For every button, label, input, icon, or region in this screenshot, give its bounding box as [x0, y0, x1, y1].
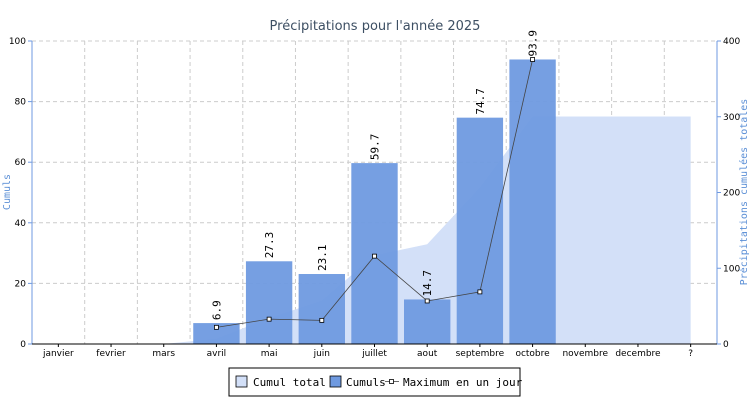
bar-mai: [245, 261, 293, 344]
x-tick-label: juillet: [361, 349, 387, 359]
bar-septembre: [456, 117, 504, 344]
y2-tick-label: 100: [723, 264, 740, 274]
data-label-aout: 14.7: [421, 270, 434, 297]
data-label-mai: 27.3: [263, 232, 276, 259]
x-tick-label: avril: [207, 349, 227, 359]
max-point-mai: [266, 316, 272, 322]
x-tick-label: janvier: [42, 349, 74, 359]
x-tick-label: mars: [152, 349, 175, 359]
bar-octobre: [509, 59, 556, 344]
y2-axis-label: Précipitations cumulées totales: [738, 99, 750, 286]
data-label-septembre: 74.7: [474, 88, 487, 115]
x-tick-label: fevrier: [96, 349, 126, 359]
max-point-juin: [319, 317, 325, 323]
x-tick-label: aout: [417, 349, 438, 359]
data-label-juillet: 59.7: [369, 134, 382, 161]
legend: Cumul total Cumuls Maximum en un jour: [228, 367, 523, 397]
bar-avril: [193, 323, 240, 344]
legend-swatch-cumuls: [329, 375, 342, 388]
x-tick-label: septembre: [456, 349, 505, 359]
x-tick-label: novembre: [562, 349, 608, 359]
x-tick-label: ?: [688, 349, 693, 359]
y-tick-label: 80: [15, 98, 27, 108]
y-tick-label: 0: [20, 340, 26, 350]
legend-marker-max: [389, 379, 394, 384]
data-label-avril: 6.9: [210, 300, 223, 320]
data-labels: 6.9 27.3 23.1 59.7 14.7 74.7 93.9: [210, 30, 539, 320]
y2-tick-label: 200: [723, 189, 740, 199]
legend-label-max: Maximum en un jour: [403, 376, 523, 389]
legend-frame: [228, 367, 521, 397]
y2-tick-label: 400: [723, 37, 740, 47]
legend-label-cumuls: Cumuls: [346, 376, 386, 389]
chart-title: Précipitations pour l'année 2025: [270, 19, 481, 34]
y-tick-label: 40: [15, 219, 27, 229]
bar-juillet: [351, 163, 398, 344]
x-tick-label: octobre: [515, 349, 550, 359]
max-point-octobre: [530, 57, 535, 62]
y-axis-label: Cumuls: [2, 174, 13, 210]
max-point-juillet: [372, 253, 377, 259]
y-tick-label: 60: [15, 158, 27, 168]
x-tick-label: juin: [313, 349, 330, 359]
x-tick-label: mai: [261, 349, 278, 359]
max-point-avril: [214, 324, 219, 330]
y2-tick-label: 0: [723, 340, 729, 350]
y2-tick-label: 300: [723, 113, 740, 123]
y-tick-label: 100: [9, 37, 26, 47]
bar-series: [193, 59, 556, 344]
max-point-septembre: [477, 289, 483, 295]
legend-label-cumul-total: Cumul total: [253, 376, 326, 389]
max-line-series: [214, 57, 535, 330]
data-label-octobre: 93.9: [527, 30, 540, 57]
legend-swatch-cumul-total: [235, 375, 248, 388]
axes: 0 20 40 60 80 100 0 100 200 300 400 janvier fevrier m…: [9, 37, 741, 359]
bar-aout: [404, 299, 451, 344]
x-tick-label: decembre: [615, 349, 661, 359]
data-label-juin: 23.1: [316, 245, 329, 272]
bar-juin: [298, 274, 345, 344]
max-point-aout: [424, 298, 430, 304]
y-tick-label: 20: [15, 279, 27, 289]
